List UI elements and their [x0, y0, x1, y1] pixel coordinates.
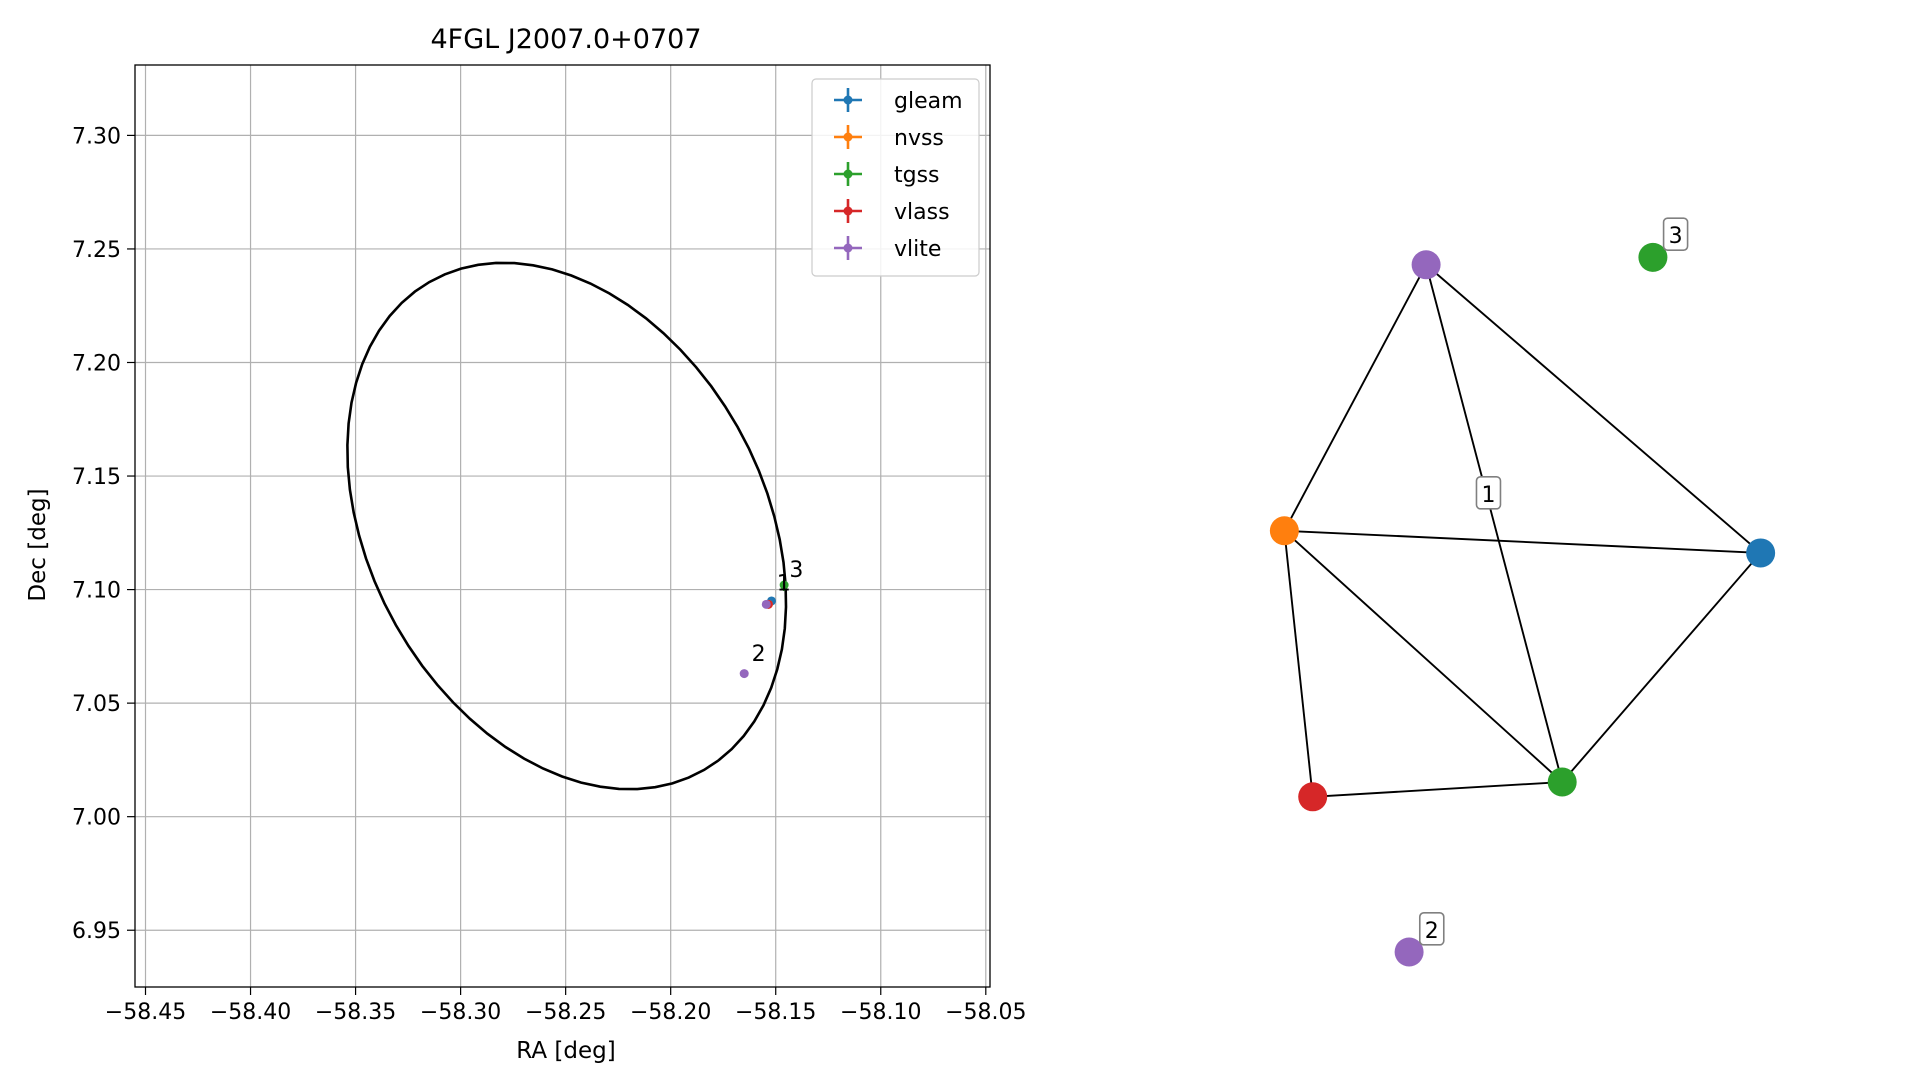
edge-vlass-tgss	[1312, 781, 1563, 798]
point-vlite	[739, 669, 749, 679]
legend-marker-vlass	[843, 206, 853, 216]
graph-label-text: 3	[1669, 224, 1683, 249]
legend-label-tgss: tgss	[894, 163, 940, 188]
legend-box	[811, 78, 980, 277]
graph-label-text: 2	[1425, 919, 1439, 944]
node-nvss	[1269, 516, 1299, 546]
x-tick-label: −58.45	[105, 1000, 186, 1025]
y-tick-label: 7.15	[72, 465, 121, 490]
graph-label-box	[1418, 912, 1445, 946]
uncertainty-ellipse	[346, 261, 788, 791]
annotations: 1 2 3	[752, 558, 804, 667]
node-tgss_3	[1638, 242, 1668, 272]
edge-nvss-gleam	[1284, 529, 1761, 554]
point-vlite	[761, 599, 771, 609]
legend-marker-tgss	[843, 169, 853, 179]
legend-marker-vlite	[843, 243, 853, 253]
graph-label-1: 1	[1475, 476, 1502, 510]
y-tick-label: 7.10	[72, 579, 121, 604]
x-axis-label: RA [deg]	[516, 1038, 615, 1064]
x-tick-label: −58.40	[210, 1000, 291, 1025]
node-gleam	[1746, 538, 1776, 568]
x-tick-label: −58.20	[630, 1000, 711, 1025]
y-axis-ticks: 6.95 7.00 7.05 7.10 7.15 7.20 7.25 7.30	[72, 124, 135, 944]
edge-vlite-nvss	[1283, 264, 1427, 532]
ellipse-layer	[346, 261, 788, 791]
legend-marker-gleam	[843, 95, 853, 105]
x-tick-label: −58.35	[315, 1000, 396, 1025]
graph-edges	[1283, 264, 1762, 798]
y-tick-label: 7.30	[72, 124, 121, 149]
grid	[135, 65, 990, 987]
x-tick-label: −58.30	[420, 1000, 501, 1025]
graph-labels: 1 2 3	[1418, 217, 1689, 946]
graph-label-box	[1662, 217, 1689, 251]
legend-label-vlite: vlite	[894, 237, 941, 262]
plot-frame	[134, 64, 991, 988]
y-axis-label: Dec [deg]	[25, 488, 51, 601]
graph-nodes	[1269, 242, 1776, 967]
legend-entry-vlass: vlass	[834, 199, 950, 225]
point-annotation: 2	[752, 642, 766, 667]
point-annotation: 3	[789, 558, 803, 583]
graph-label-text: 1	[1481, 483, 1495, 508]
x-tick-label: −58.15	[735, 1000, 816, 1025]
y-tick-label: 7.25	[72, 238, 121, 263]
legend-label-vlass: vlass	[894, 200, 950, 225]
legend-entry-tgss: tgss	[834, 162, 940, 188]
node-tgss	[1547, 767, 1577, 797]
chart-title: 4FGL J2007.0+0707	[430, 24, 701, 55]
x-tick-label: −58.25	[525, 1000, 606, 1025]
legend-label-nvss: nvss	[894, 126, 944, 151]
edge-tgss-gleam	[1561, 552, 1762, 783]
edge-nvss-vlass	[1283, 530, 1314, 797]
legend-label-gleam: gleam	[894, 89, 963, 114]
node-vlass	[1298, 782, 1328, 812]
y-tick-label: 7.20	[72, 351, 121, 376]
legend: gleam nvss tgss vlass vlite	[811, 78, 980, 277]
x-tick-label: −58.10	[840, 1000, 921, 1025]
edge-vlite-gleam	[1425, 264, 1762, 554]
x-axis-ticks: −58.45 −58.40 −58.35 −58.30 −58.25 −58.20 −58.…	[105, 987, 1027, 1025]
graph-label-3: 3	[1662, 217, 1689, 251]
legend-entry-gleam: gleam	[834, 88, 963, 114]
point-tgss	[779, 580, 789, 590]
legend-marker-nvss	[843, 132, 853, 142]
sky-position-chart: 1 2 3 −58.45 −58.40 −58.35 −58.30 −58.25 −58.20…	[25, 24, 1027, 1064]
edge-nvss-tgss	[1283, 530, 1563, 783]
graph-label-box	[1475, 476, 1502, 510]
graph-label-2: 2	[1418, 912, 1445, 946]
point-annotation: 1	[777, 572, 791, 597]
node-vlite_2	[1394, 937, 1424, 967]
y-tick-label: 6.95	[72, 919, 121, 944]
node-vlite	[1411, 250, 1441, 280]
legend-entry-nvss: nvss	[834, 125, 944, 151]
data-points	[739, 579, 789, 679]
legend-entry-vlite: vlite	[834, 236, 941, 262]
network-graph: 1 2 3	[1269, 217, 1776, 967]
y-tick-label: 7.00	[72, 806, 121, 831]
y-tick-label: 7.05	[72, 692, 121, 717]
x-tick-label: −58.05	[945, 1000, 1026, 1025]
edge-vlite-tgss	[1425, 264, 1564, 783]
